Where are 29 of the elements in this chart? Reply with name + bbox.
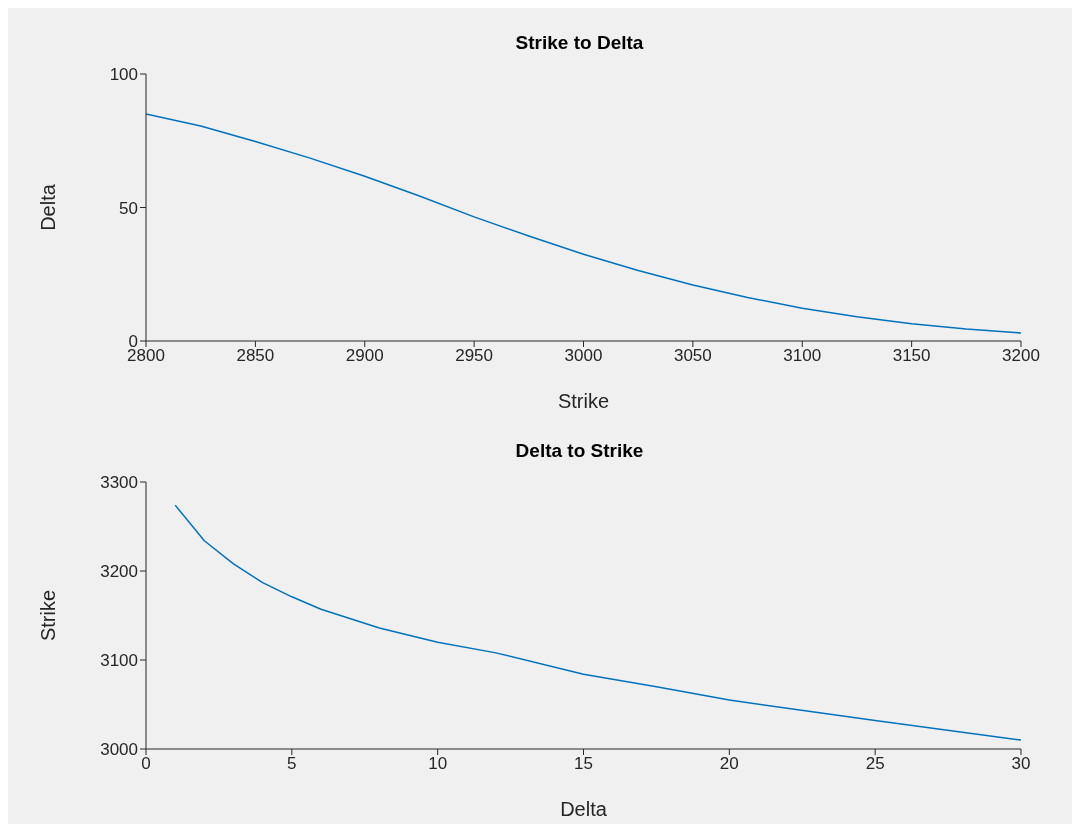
x-tick-label: 3050 — [673, 346, 712, 366]
y-tick-label: 3300 — [100, 473, 138, 493]
y-axis-title: Delta — [37, 183, 60, 231]
x-tick-label: 3150 — [892, 346, 931, 366]
x-tick-label: 10 — [428, 754, 448, 774]
x-axis-title: Strike — [557, 390, 610, 412]
chart-title: Delta to Strike — [514, 440, 645, 462]
y-tick-label: 3000 — [100, 740, 138, 760]
x-tick-label: 2950 — [455, 346, 494, 366]
y-tick-label: 50 — [119, 198, 138, 218]
x-tick-label: 2900 — [345, 346, 384, 366]
x-tick-label: 25 — [865, 754, 885, 774]
chart-title: Strike to Delta — [514, 32, 645, 54]
x-tick-label: 2850 — [236, 346, 275, 366]
x-tick-label: 0 — [141, 754, 151, 774]
y-tick-label: 3200 — [100, 562, 138, 582]
x-tick-label: 3200 — [1002, 346, 1040, 366]
y-tick-label: 100 — [109, 65, 138, 85]
y-tick-label: 3100 — [100, 651, 138, 671]
y-axis-title: Strike — [37, 589, 60, 642]
x-tick-label: 3000 — [564, 346, 603, 366]
x-tick-label: 20 — [719, 754, 739, 774]
x-axis-title: Delta — [560, 798, 608, 820]
line-series — [174, 504, 1021, 741]
x-tick-label: 3100 — [783, 346, 822, 366]
x-tick-label: 15 — [574, 754, 593, 774]
line-series — [146, 113, 1021, 334]
x-tick-label: 30 — [1011, 754, 1031, 774]
x-tick-label: 5 — [287, 754, 297, 774]
